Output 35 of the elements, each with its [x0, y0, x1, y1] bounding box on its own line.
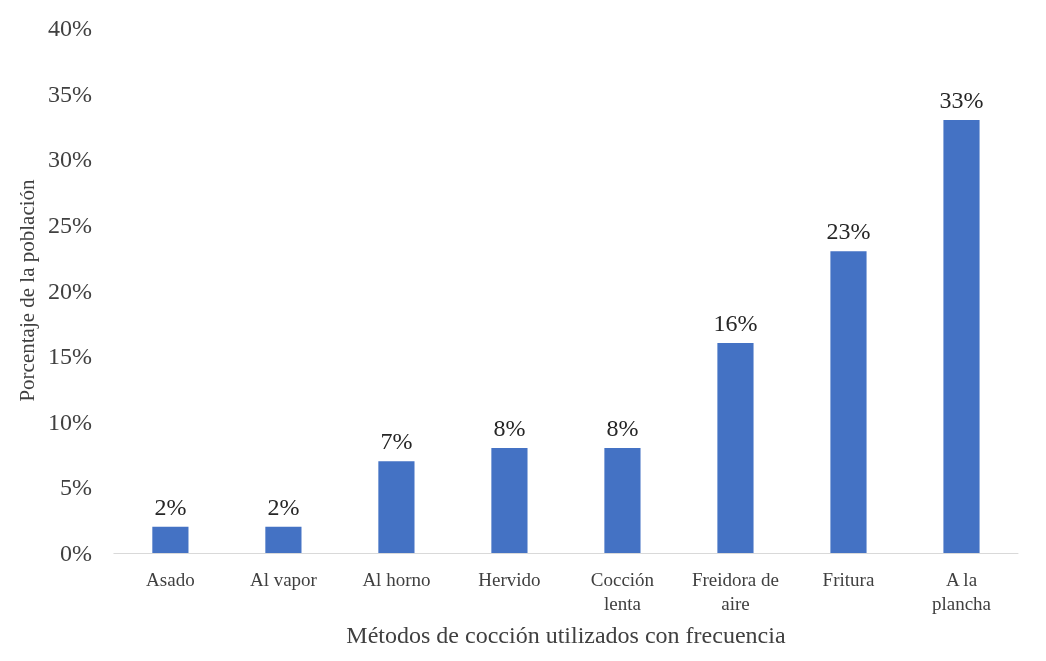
x-tick-label: Fritura [822, 568, 875, 590]
bar [378, 461, 415, 553]
bar [491, 448, 528, 553]
y-tick-label: 0% [59, 540, 92, 566]
x-tick-label: Cocción lenta [590, 568, 655, 614]
y-tick-label: 20% [47, 277, 92, 304]
bar [265, 526, 302, 553]
y-tick-label: 15% [47, 343, 92, 370]
bar [604, 448, 641, 553]
bar [830, 251, 867, 553]
x-tick-label: A la plancha [931, 568, 992, 614]
data-label: 33% [939, 86, 984, 113]
y-axis-title: Porcentaje de la población [14, 178, 39, 402]
data-label: 2% [267, 493, 300, 520]
bar [152, 526, 189, 553]
y-tick-label: 5% [59, 474, 92, 501]
data-label: 8% [493, 415, 526, 441]
x-tick-label: Al horno [362, 568, 431, 590]
x-axis-title: Métodos de cocción utilizados con frecuencia [346, 622, 786, 648]
bar [717, 343, 754, 553]
y-tick-label: 40% [47, 15, 92, 41]
bar [943, 119, 980, 553]
x-tick-label: Asado [146, 568, 195, 590]
data-label: 8% [606, 415, 639, 441]
data-label: 7% [380, 428, 413, 455]
x-tick-label: Freidora de aire [691, 568, 779, 614]
y-tick-label: 30% [47, 146, 92, 173]
y-tick-label: 25% [47, 211, 92, 238]
data-label: 2% [154, 493, 187, 520]
x-tick-label: Hervido [478, 568, 541, 590]
y-tick-label: 10% [47, 408, 92, 435]
y-tick-label: 35% [47, 80, 92, 107]
data-label: 23% [826, 218, 871, 245]
data-label: 16% [713, 310, 758, 336]
x-tick-label: Al vapor [249, 568, 318, 590]
